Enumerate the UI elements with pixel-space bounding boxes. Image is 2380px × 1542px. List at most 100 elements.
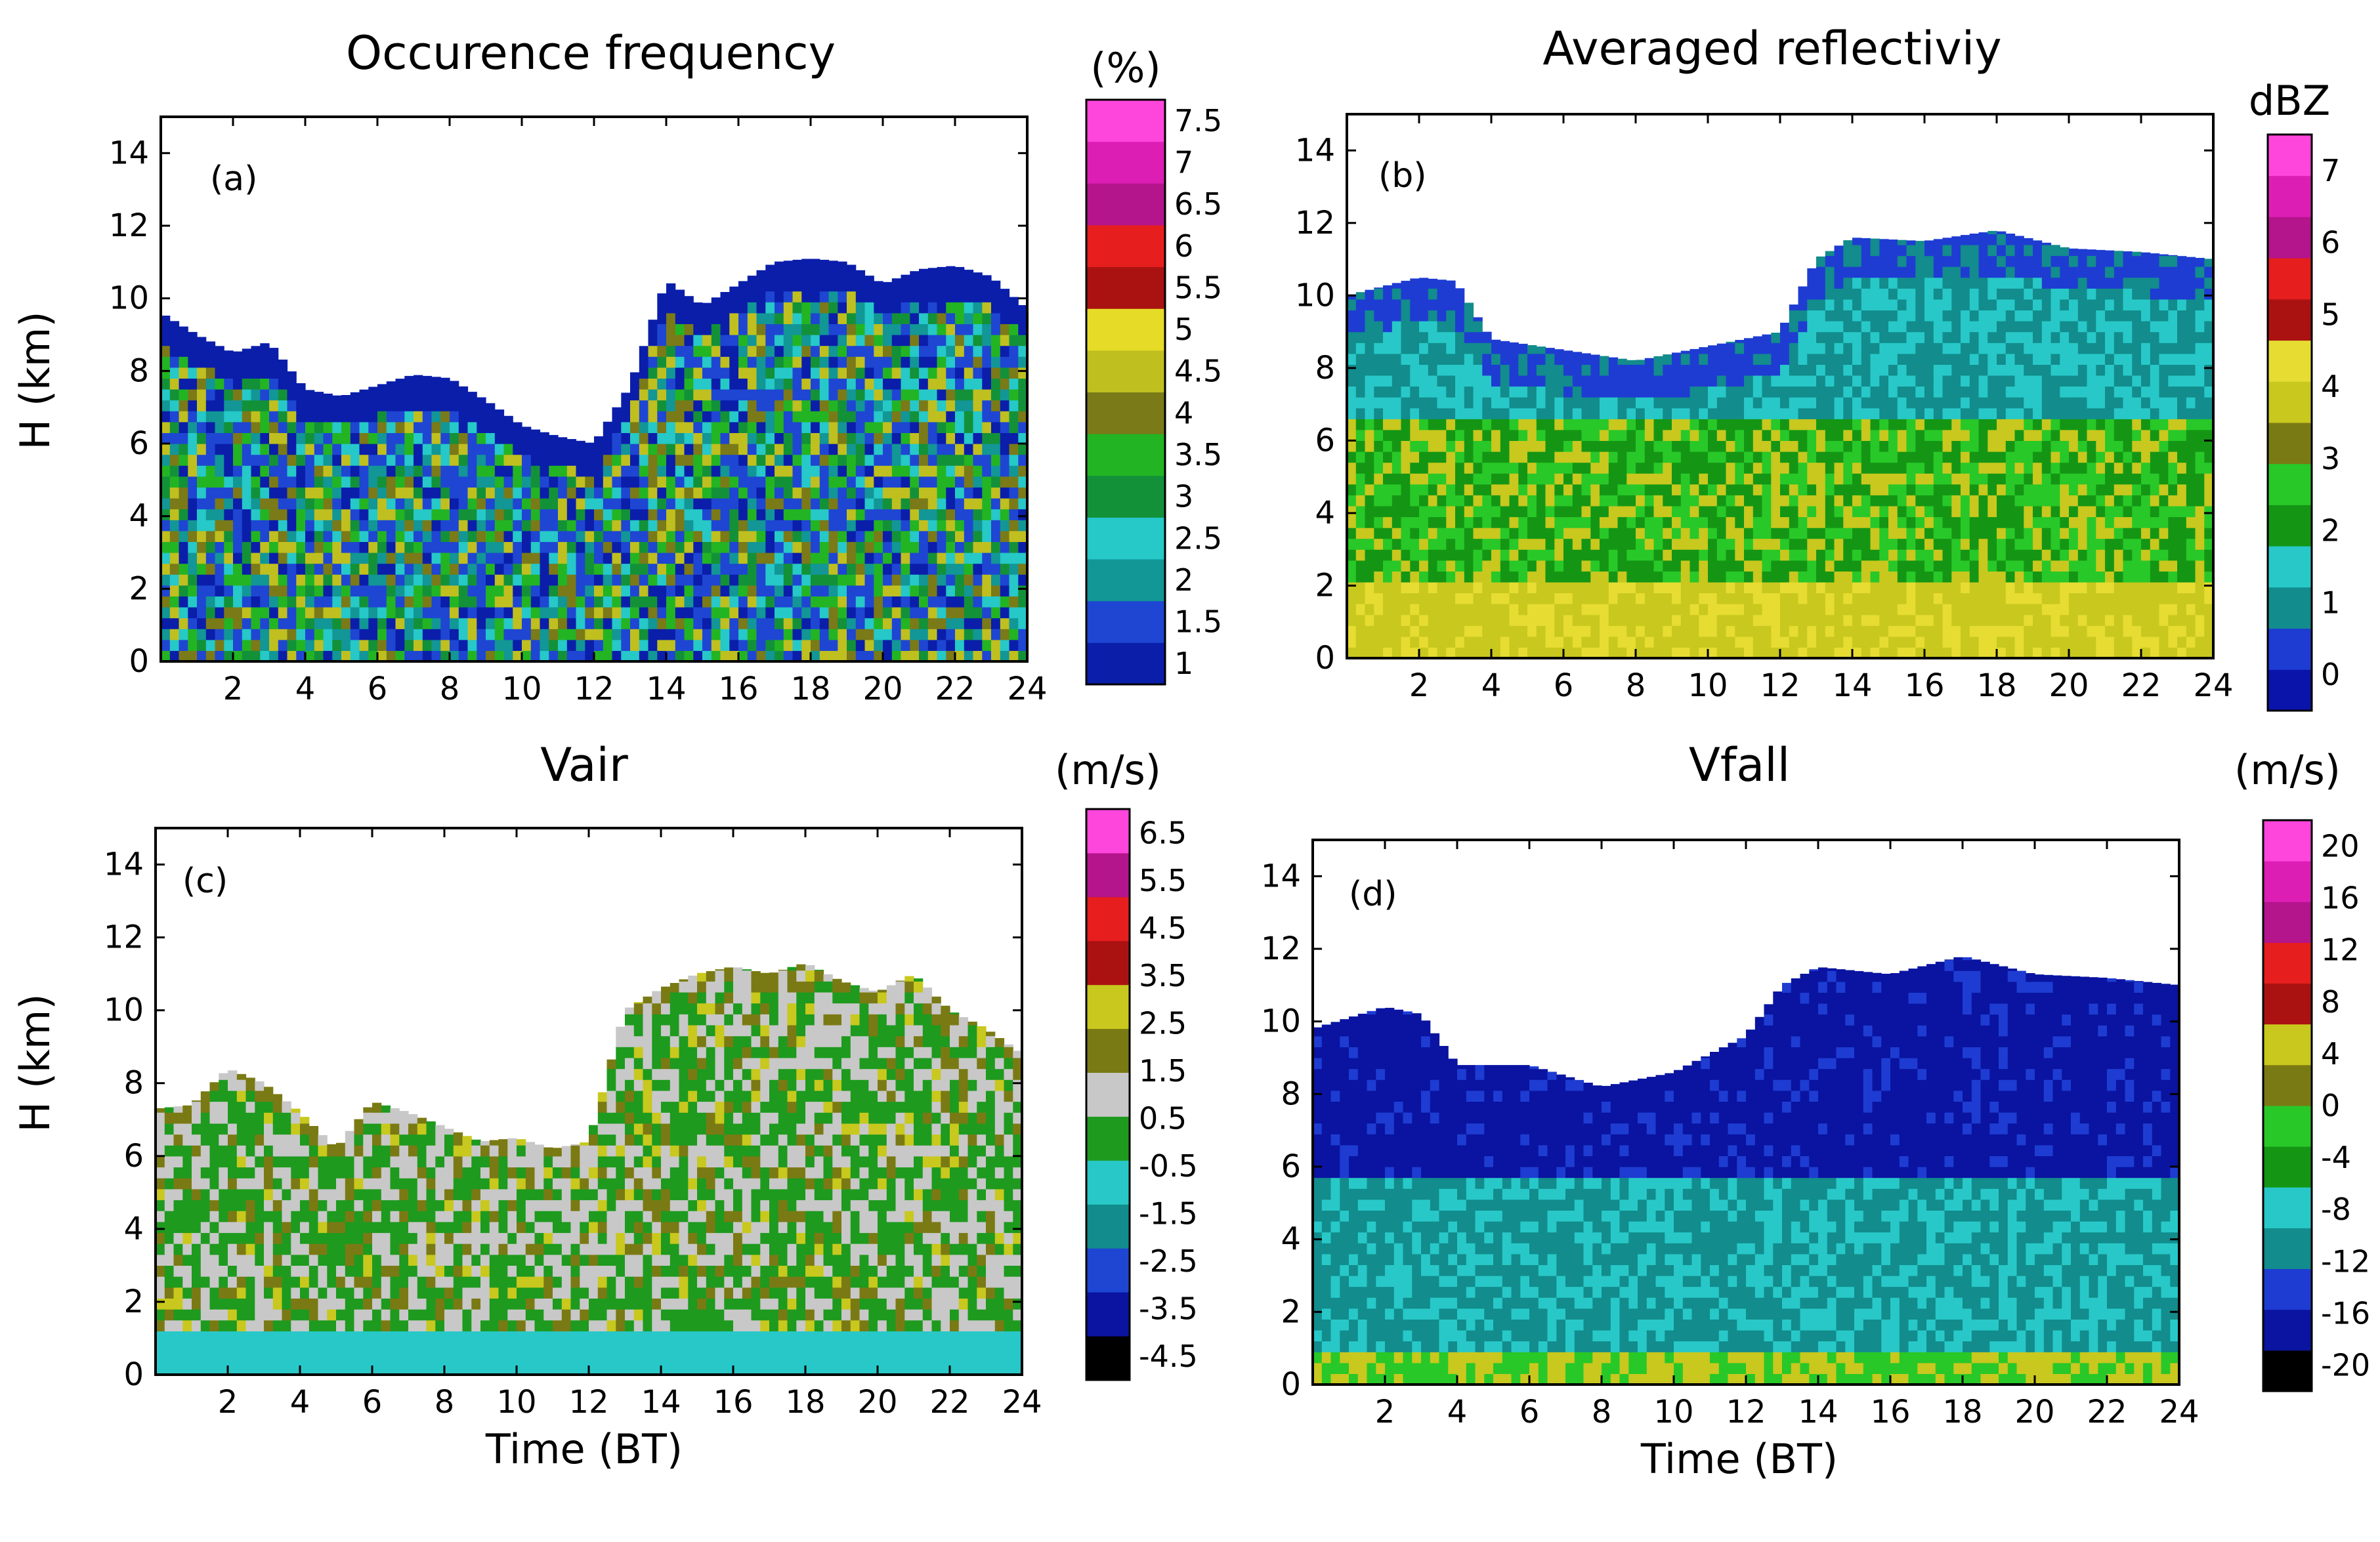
heatmap-cell — [215, 530, 224, 542]
heatmap-cell — [314, 552, 324, 564]
heatmap-cell — [955, 520, 965, 531]
heatmap-cell — [1798, 419, 1808, 430]
heatmap-cell — [1699, 528, 1709, 539]
heatmap-cell — [1446, 429, 1456, 441]
heatmap-cell — [747, 520, 757, 531]
heatmap-cell — [332, 421, 342, 433]
heatmap-cell — [169, 444, 180, 455]
heatmap-cell — [675, 585, 685, 596]
heatmap-cell — [1807, 462, 1817, 474]
heatmap-cell — [233, 607, 243, 619]
heatmap-cell — [467, 596, 477, 608]
heatmap-cell — [1545, 636, 1555, 648]
heatmap-cell — [215, 465, 224, 477]
heatmap-cell — [1888, 636, 1898, 648]
heatmap-cell — [657, 585, 667, 596]
heatmap-cell — [1699, 549, 1709, 561]
heatmap-cell — [883, 639, 893, 651]
heatmap-cell — [1708, 549, 1718, 561]
heatmap-cell — [901, 335, 910, 346]
heatmap-cell — [612, 563, 622, 575]
heatmap-cell — [639, 639, 649, 651]
heatmap-cell — [1834, 375, 1844, 387]
heatmap-cell — [1383, 386, 1393, 398]
heatmap-cell — [458, 421, 469, 433]
heatmap-cell — [964, 530, 974, 542]
heatmap-cell — [215, 552, 224, 564]
heatmap-cell — [1716, 593, 1727, 604]
heatmap-cell — [891, 312, 902, 324]
heatmap-cell — [675, 312, 685, 324]
heatmap-cell — [179, 400, 188, 411]
heatmap-cell — [991, 367, 1001, 379]
heatmap-cell — [1608, 451, 1619, 463]
heatmap-cell — [323, 487, 333, 499]
heatmap-cell — [188, 465, 198, 477]
heatmap-cell — [1852, 516, 1862, 528]
heatmap-cell — [1789, 343, 1799, 354]
heatmap-cell — [1762, 429, 1772, 441]
heatmap-cell — [1365, 571, 1374, 583]
heatmap-cell — [1834, 419, 1844, 430]
heatmap-cell — [585, 454, 595, 466]
heatmap-cell — [1825, 484, 1835, 495]
heatmap-cell — [666, 541, 676, 553]
heatmap-cell — [422, 487, 433, 499]
colorbar-tick-label: 1 — [1174, 646, 1193, 681]
heatmap-cell — [414, 389, 423, 401]
heatmap-cell — [828, 574, 838, 586]
heatmap-cell — [1807, 277, 1817, 289]
heatmap-cell — [1663, 407, 1672, 419]
heatmap-cell — [910, 541, 920, 553]
heatmap-cell — [702, 541, 712, 553]
heatmap-cell — [1672, 353, 1682, 365]
heatmap-cell — [395, 574, 405, 586]
heatmap-cell — [946, 617, 956, 629]
heatmap-cell — [269, 509, 279, 520]
heatmap-cell — [792, 585, 802, 596]
heatmap-cell — [1807, 343, 1817, 354]
heatmap-cell — [1636, 647, 1646, 659]
heatmap-cell — [386, 617, 396, 629]
heatmap-cell — [765, 264, 775, 270]
heatmap-cell — [1780, 343, 1790, 354]
heatmap-cell — [323, 596, 333, 608]
heatmap-cell — [188, 432, 198, 444]
heatmap-cell — [224, 454, 234, 466]
heatmap-cell — [1600, 647, 1609, 659]
heatmap-cell — [477, 552, 486, 564]
heatmap-cell — [1563, 429, 1573, 441]
heatmap-cell — [450, 509, 459, 520]
heatmap-cell — [1798, 429, 1808, 441]
heatmap-cell — [169, 530, 180, 542]
heatmap-cell — [260, 421, 270, 433]
heatmap-cell — [1581, 625, 1591, 637]
heatmap-cell — [973, 574, 983, 586]
heatmap-cell — [955, 302, 965, 314]
heatmap-cell — [1491, 375, 1501, 387]
heatmap-cell — [1392, 614, 1402, 626]
heatmap-cell — [1608, 538, 1619, 550]
heatmap-cell — [738, 509, 748, 520]
heatmap-cell — [278, 400, 288, 411]
heatmap-cell — [648, 563, 658, 575]
heatmap-cell — [666, 411, 676, 423]
heatmap-cell — [1825, 429, 1835, 441]
heatmap-cell — [919, 389, 929, 401]
heatmap-cell — [224, 432, 234, 444]
heatmap-cell — [549, 629, 559, 640]
heatmap-cell — [1347, 538, 1357, 550]
heatmap-cell — [197, 509, 207, 520]
heatmap-cell — [847, 585, 857, 596]
heatmap-cell — [323, 563, 333, 575]
heatmap-cell — [169, 345, 180, 357]
heatmap-cell — [1518, 593, 1528, 604]
heatmap-cell — [675, 530, 685, 542]
heatmap-cell — [566, 498, 577, 510]
heatmap-cell — [395, 530, 405, 542]
heatmap-cell — [1825, 549, 1835, 561]
heatmap-cell — [314, 487, 324, 499]
heatmap-cell — [503, 530, 513, 542]
heatmap-cell — [738, 335, 748, 346]
heatmap-cell — [657, 454, 667, 466]
